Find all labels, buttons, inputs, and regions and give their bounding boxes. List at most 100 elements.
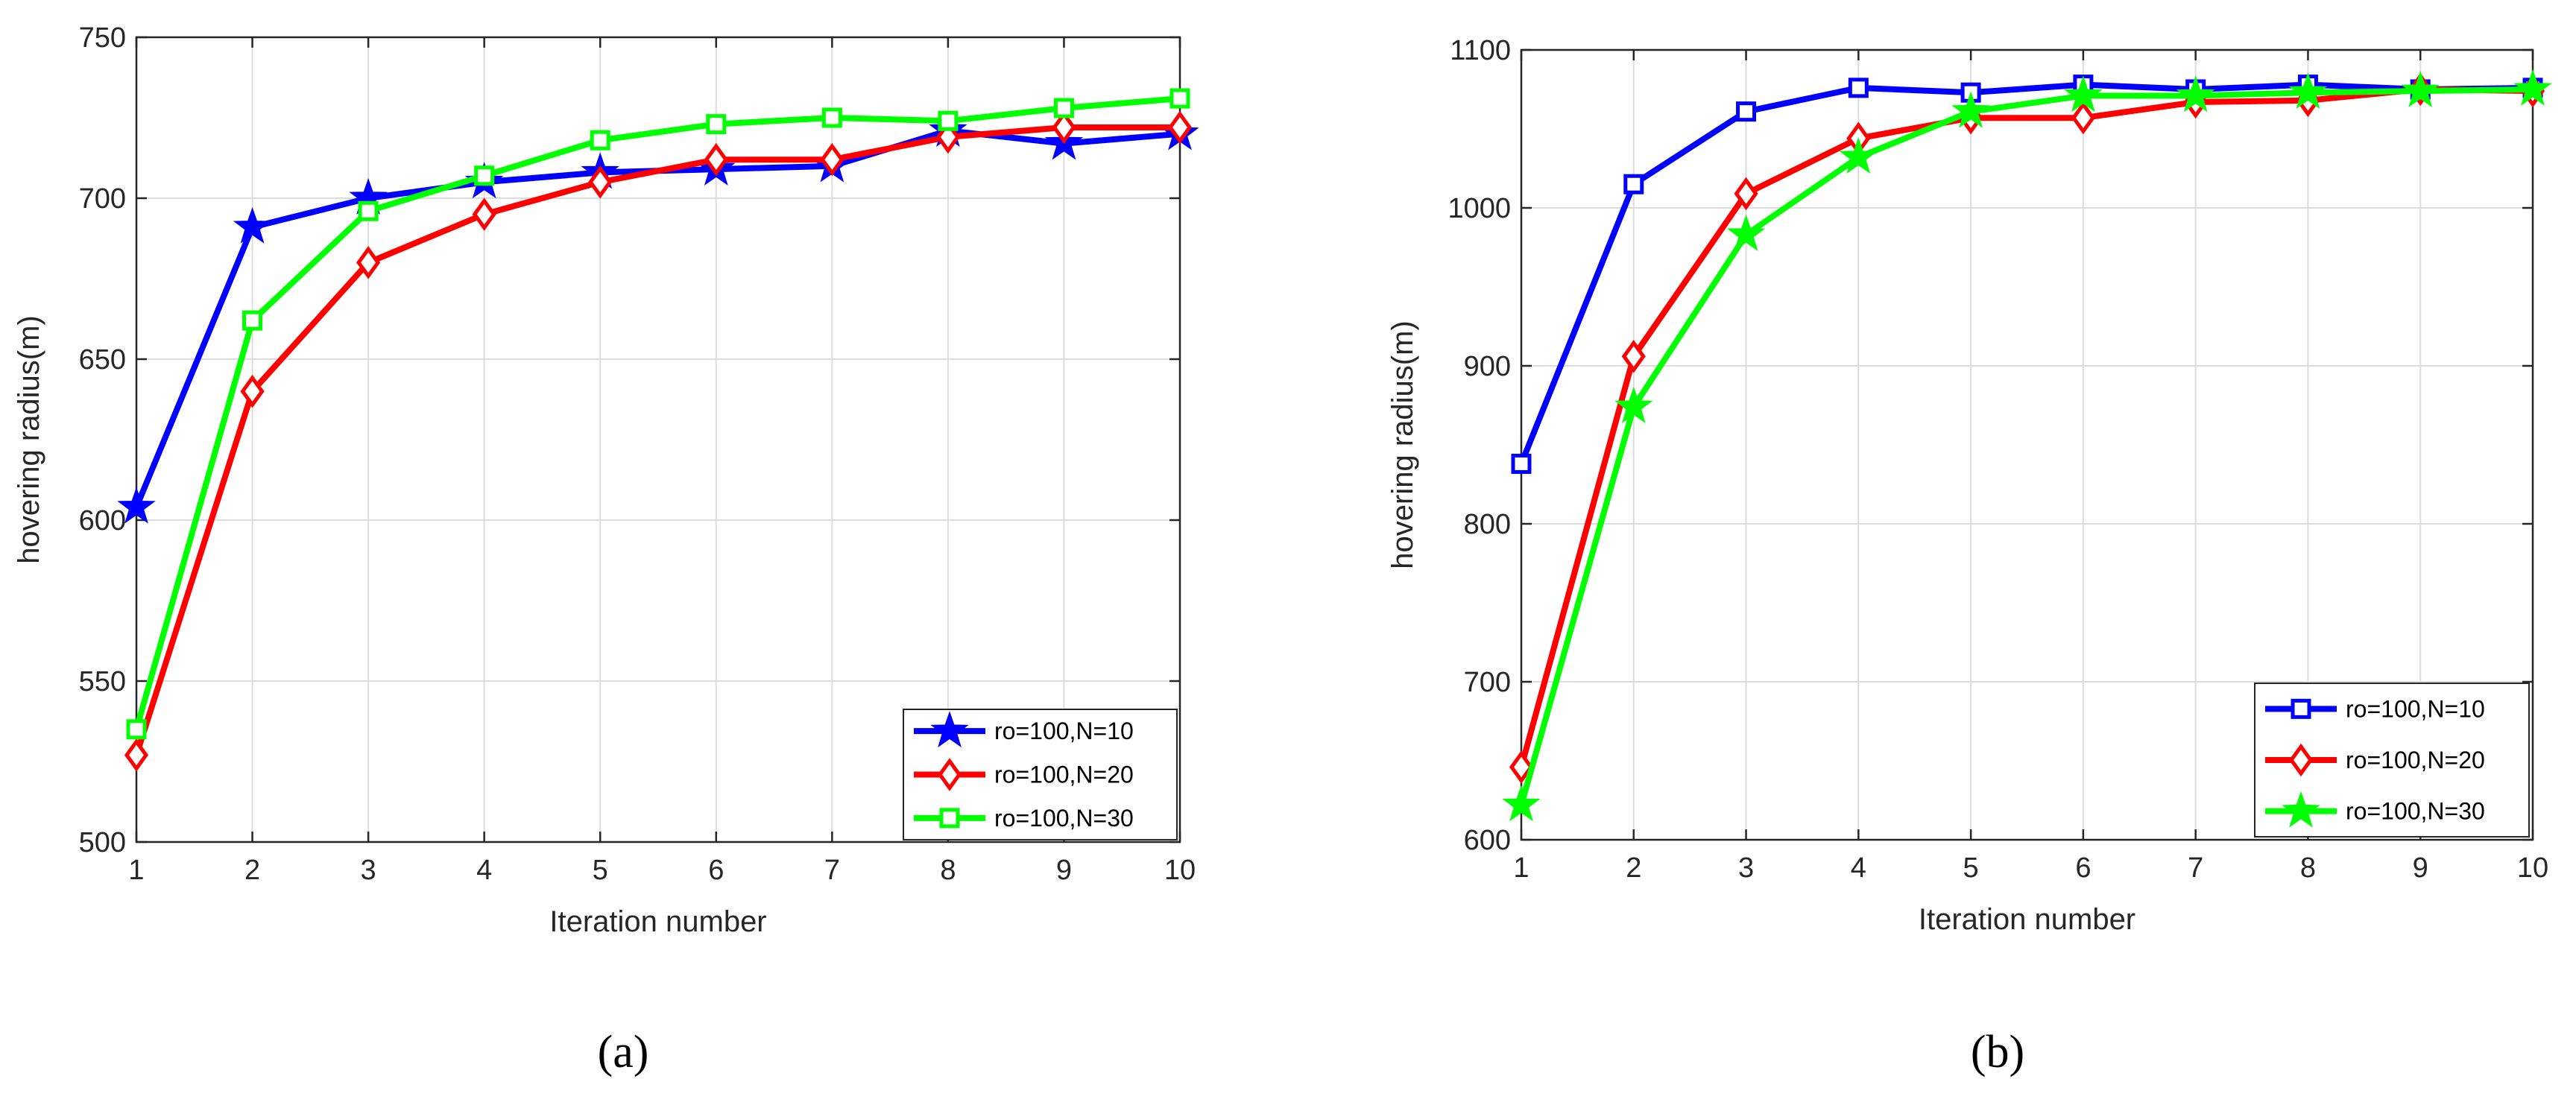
y-tick-label: 1100 <box>1450 35 1511 66</box>
y-tick-label: 500 <box>79 827 126 858</box>
data-point <box>474 165 495 186</box>
legend-label: ro=100,N=20 <box>994 762 1134 788</box>
legend-label: ro=100,N=20 <box>2346 747 2485 773</box>
chart-a: 1 2 3 4 5 6 7 8 9 10 500 550 600 650 700 750 Iteration n… <box>13 22 1199 1077</box>
data-point <box>242 310 263 331</box>
legend-marker-icon <box>2282 791 2320 828</box>
legend-marker-icon <box>930 711 969 748</box>
x-tick-label: 7 <box>824 855 840 886</box>
legend: ro=100,N=10 ro=100,N=20 ro=100,N=30 <box>903 709 1178 841</box>
data-point <box>1951 91 1990 128</box>
x-tick-label: 2 <box>1626 852 1641 884</box>
data-point <box>1502 785 1541 822</box>
data-point <box>2513 69 2552 106</box>
data-point <box>126 719 147 740</box>
y-tick-label: 600 <box>1464 825 1511 856</box>
series-line <box>1518 86 2534 768</box>
data-point <box>2401 71 2440 107</box>
axes-box <box>1520 48 2534 841</box>
data-point <box>1736 101 1757 122</box>
subfigure-caption: (b) <box>1971 1027 2024 1077</box>
x-tick-label: 8 <box>2300 852 2316 884</box>
data-point <box>2071 101 2095 135</box>
x-tick-label: 6 <box>708 855 724 886</box>
chart-b: 1 2 3 4 5 6 7 8 9 10 600 700 800 900 1000 1100 Iteration… <box>1386 35 2552 1077</box>
data-point <box>233 206 272 244</box>
data-point <box>358 200 379 221</box>
legend-marker-icon <box>2291 698 2311 719</box>
x-tick-label: 7 <box>2188 852 2203 884</box>
data-point <box>1621 340 1646 373</box>
data-point <box>240 374 265 408</box>
data-point <box>1167 110 1193 145</box>
series-ro-100-n-20 <box>124 110 1193 772</box>
data-point <box>1734 177 1758 211</box>
y-tick-label: 650 <box>79 344 126 376</box>
data-point <box>124 738 149 772</box>
x-tick-label: 4 <box>1851 852 1866 884</box>
data-point <box>820 142 845 177</box>
series-line <box>133 124 1180 756</box>
x-tick-label: 4 <box>476 855 492 886</box>
legend: ro=100,N=10 ro=100,N=20 ro=100,N=30 <box>2254 683 2530 838</box>
data-point <box>706 114 727 135</box>
x-tick-label: 5 <box>1963 852 1979 884</box>
data-point <box>1509 750 1534 784</box>
data-point <box>704 142 728 177</box>
x-axis-label: Iteration number <box>549 905 766 938</box>
data-point <box>2176 75 2215 113</box>
x-tick-label: 1 <box>1513 852 1529 884</box>
legend-label: ro=100,N=10 <box>2346 695 2485 722</box>
data-point <box>1614 387 1653 423</box>
data-point <box>472 197 496 231</box>
legend-marker-icon <box>939 808 960 829</box>
y-axis-label: hovering radius(m) <box>1386 320 1419 569</box>
x-tick-label: 8 <box>940 855 956 886</box>
x-tick-label: 5 <box>593 855 608 886</box>
x-tick-label: 3 <box>1738 852 1754 884</box>
y-axis-label: hovering radius(m) <box>13 315 45 563</box>
x-tick-label: 2 <box>244 855 260 886</box>
y-tick-label: 1000 <box>1448 193 1511 224</box>
data-point <box>2064 75 2103 113</box>
axes-box <box>135 36 1181 843</box>
y-tick-label: 900 <box>1464 351 1511 382</box>
legend-label: ro=100,N=30 <box>994 805 1134 832</box>
legend-label: ro=100,N=30 <box>2346 798 2485 825</box>
x-tick-label: 10 <box>2517 852 2548 884</box>
legend-marker-icon <box>2288 743 2314 777</box>
y-tick-label: 700 <box>79 183 126 215</box>
y-tick-label: 700 <box>1464 667 1511 698</box>
data-point <box>1848 77 1869 98</box>
data-point <box>1052 110 1076 145</box>
x-tick-label: 3 <box>361 855 376 886</box>
series-ro-100-n-30 <box>126 88 1190 740</box>
y-tick-label: 750 <box>79 22 126 54</box>
data-point <box>1169 88 1190 109</box>
data-point <box>590 130 610 151</box>
series-ro-100-n-30 <box>1502 69 2552 822</box>
data-point <box>938 110 959 131</box>
data-point <box>117 487 156 524</box>
x-tick-label: 10 <box>1164 855 1196 886</box>
x-tick-label: 1 <box>128 855 144 886</box>
data-point <box>1726 214 1766 251</box>
y-tick-label: 800 <box>1464 509 1511 540</box>
x-tick-label: 9 <box>2413 852 2428 884</box>
data-point <box>2288 72 2328 110</box>
legend-marker-icon <box>937 758 962 791</box>
subfigure-caption: (a) <box>598 1027 649 1077</box>
data-point <box>588 165 613 199</box>
x-tick-label: 6 <box>2075 852 2091 884</box>
data-point <box>821 107 842 128</box>
x-tick-label: 9 <box>1056 855 1072 886</box>
series-line <box>133 95 1181 730</box>
data-point <box>1839 137 1878 174</box>
data-point <box>1623 174 1644 194</box>
data-point <box>1511 453 1532 474</box>
data-point <box>356 246 381 279</box>
series-line <box>1518 81 2534 465</box>
legend-label: ro=100,N=10 <box>994 718 1134 744</box>
data-point <box>1053 98 1074 118</box>
